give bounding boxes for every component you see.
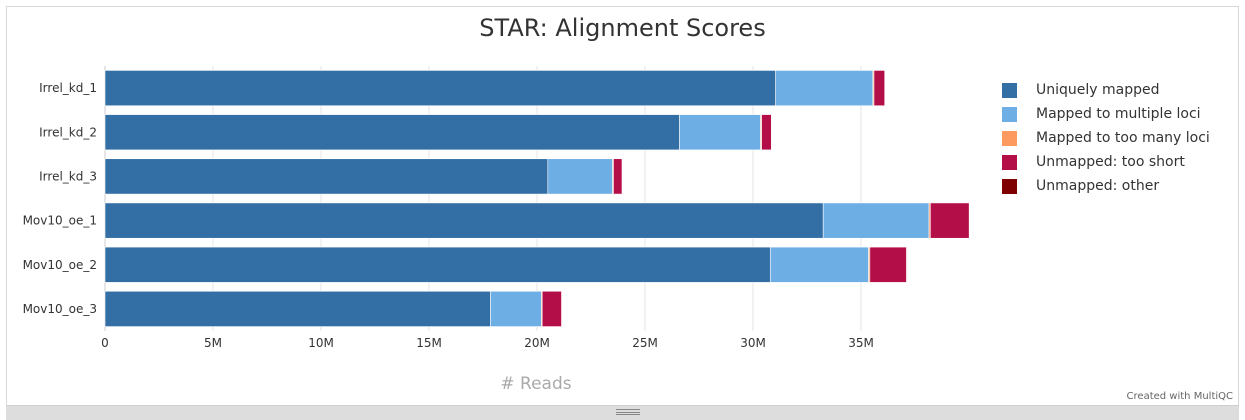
bar-segment (884, 70, 886, 107)
x-tick-label: 20M (524, 336, 550, 350)
legend-label: Unmapped: too short (1036, 154, 1185, 170)
x-tick-label: 30M (740, 336, 766, 350)
bar-segment (104, 158, 549, 195)
bar-segment (930, 202, 970, 239)
bar-segment (771, 114, 773, 151)
bar-segment (561, 290, 563, 327)
credit-text: Created with MultiQC (1126, 391, 1233, 402)
bar-segment (769, 246, 869, 283)
legend-item[interactable]: Mapped to multiple loci (1002, 102, 1210, 126)
bar-segment (869, 246, 907, 283)
legend-label: Mapped to too many loci (1036, 130, 1210, 146)
resize-bar[interactable] (6, 405, 1239, 420)
legend-label: Uniquely mapped (1036, 82, 1160, 98)
x-tick-label: 15M (416, 336, 442, 350)
x-tick-label: 10M (308, 336, 334, 350)
legend-item[interactable]: Unmapped: too short (1002, 150, 1210, 174)
legend-swatch (1002, 154, 1017, 170)
bar-segment (104, 114, 680, 151)
y-category-label: Irrel_kd_3 (39, 169, 97, 183)
x-tick-label: 5M (204, 336, 222, 350)
bar-segment (104, 202, 824, 239)
bar-segment (104, 246, 771, 283)
legend-item[interactable]: Uniquely mapped (1002, 78, 1210, 102)
bar-segment (968, 202, 971, 239)
y-category-label: Irrel_kd_1 (39, 81, 97, 95)
bar-segment (490, 290, 542, 327)
bar-segment (621, 158, 623, 195)
legend: Uniquely mapped Mapped to multiple loci Ma… (1002, 78, 1210, 198)
legend-swatch (1002, 130, 1017, 146)
x-tick-label: 35M (848, 336, 874, 350)
legend-item[interactable]: Mapped to too many loci (1002, 126, 1210, 150)
bar-segment (541, 290, 562, 327)
bar-segment (104, 290, 491, 327)
bar-segment (104, 70, 776, 107)
legend-item[interactable]: Unmapped: other (1002, 174, 1210, 198)
bar-segment (822, 202, 930, 239)
y-category-label: Mov10_oe_1 (23, 214, 97, 228)
y-category-label: Irrel_kd_2 (39, 125, 97, 139)
chart-title: STAR: Alignment Scores (479, 14, 766, 42)
legend-label: Mapped to multiple loci (1036, 106, 1201, 122)
bar-segment (679, 114, 761, 151)
x-tick-label: 0 (101, 336, 109, 350)
bar-segment (873, 70, 886, 107)
x-tick-label: 25M (632, 336, 658, 350)
bar-segment (775, 70, 874, 107)
legend-swatch (1002, 82, 1017, 98)
legend-swatch (1002, 106, 1017, 122)
legend-swatch (1002, 178, 1017, 194)
y-category-label: Mov10_oe_2 (23, 258, 97, 272)
x-axis-title: # Reads (500, 374, 572, 394)
resize-grip-icon[interactable] (616, 409, 640, 415)
bar-segment (547, 158, 613, 195)
legend-label: Unmapped: other (1036, 178, 1160, 194)
bar-segment (761, 114, 772, 151)
bar-segment (906, 246, 908, 283)
y-category-label: Mov10_oe_3 (23, 302, 97, 316)
bar-segment (613, 158, 623, 195)
